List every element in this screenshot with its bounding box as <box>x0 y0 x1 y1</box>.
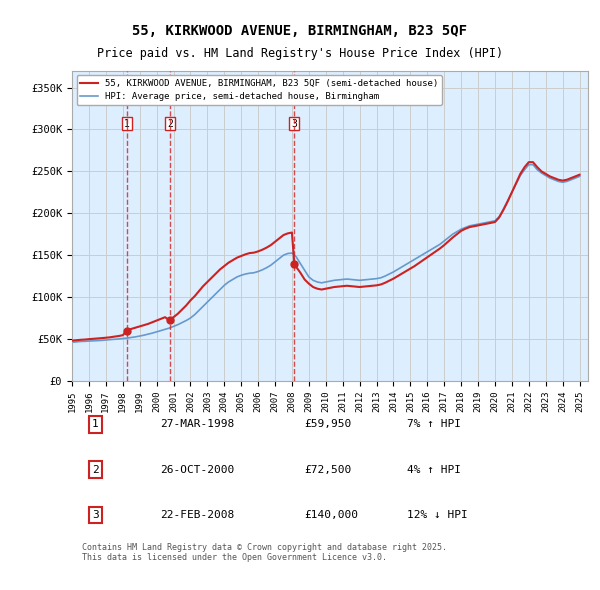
Text: £72,500: £72,500 <box>304 465 352 475</box>
Text: 55, KIRKWOOD AVENUE, BIRMINGHAM, B23 5QF: 55, KIRKWOOD AVENUE, BIRMINGHAM, B23 5QF <box>133 24 467 38</box>
Text: Price paid vs. HM Land Registry's House Price Index (HPI): Price paid vs. HM Land Registry's House … <box>97 47 503 60</box>
Text: 3: 3 <box>92 510 98 520</box>
Text: 26-OCT-2000: 26-OCT-2000 <box>160 465 234 475</box>
Text: 2: 2 <box>167 119 173 129</box>
Text: 3: 3 <box>292 119 297 129</box>
Text: 1: 1 <box>92 419 98 430</box>
Text: 4% ↑ HPI: 4% ↑ HPI <box>407 465 461 475</box>
Text: £59,950: £59,950 <box>304 419 352 430</box>
Text: 12% ↓ HPI: 12% ↓ HPI <box>407 510 468 520</box>
Text: Contains HM Land Registry data © Crown copyright and database right 2025.
This d: Contains HM Land Registry data © Crown c… <box>82 543 448 562</box>
Text: 1: 1 <box>124 119 130 129</box>
Text: 7% ↑ HPI: 7% ↑ HPI <box>407 419 461 430</box>
Text: 27-MAR-1998: 27-MAR-1998 <box>160 419 234 430</box>
Legend: 55, KIRKWOOD AVENUE, BIRMINGHAM, B23 5QF (semi-detached house), HPI: Average pri: 55, KIRKWOOD AVENUE, BIRMINGHAM, B23 5QF… <box>77 76 442 105</box>
Text: 22-FEB-2008: 22-FEB-2008 <box>160 510 234 520</box>
Text: £140,000: £140,000 <box>304 510 358 520</box>
Text: 2: 2 <box>92 465 98 475</box>
